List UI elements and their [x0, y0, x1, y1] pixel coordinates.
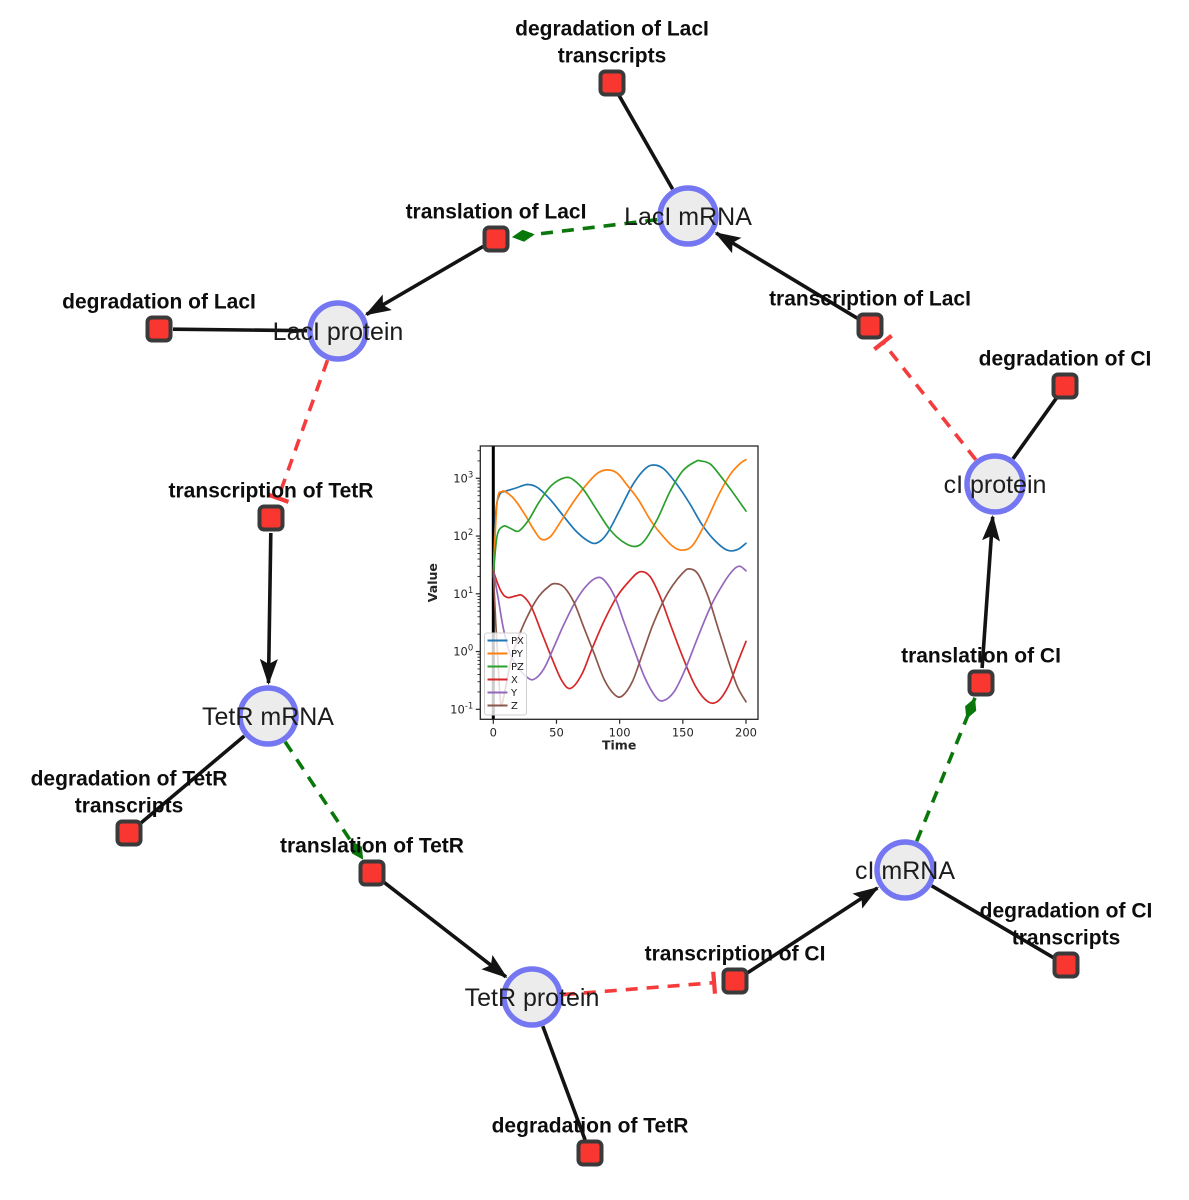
reaction-label-tc-ci: transcription of CI — [645, 943, 826, 966]
species-node-tetr-prot[interactable] — [501, 966, 563, 1028]
reaction-node-deg-laci[interactable] — [145, 315, 173, 343]
reaction-label-deg-laci: degradation of LacI — [62, 291, 256, 314]
edge-modifier-ci-mrna-to-tl-ci[interactable] — [915, 697, 977, 842]
species-node-ci-mrna[interactable] — [874, 839, 936, 901]
edge-inhibition-ci-prot-to-tc-laci[interactable] — [873, 334, 978, 461]
reaction-label-deg-ci: degradation of CI — [979, 348, 1152, 371]
edge-production-tc-ci-to-ci-mrna[interactable] — [746, 886, 880, 975]
edge-production-tl-tetr-to-tetr-prot[interactable] — [382, 880, 508, 979]
reaction-label-deg-tetr-tx-line2: transcripts — [75, 795, 184, 818]
reaction-label-tl-ci: translation of CI — [901, 645, 1061, 668]
edge-consumption-ci-prot-to-deg-ci[interactable] — [1011, 396, 1059, 460]
chart-y-axis-label: Value — [425, 563, 440, 602]
species-label-tetr-mrna: TetR mRNA — [202, 703, 334, 731]
edge-consumption-laci-mrna-to-deg-laci-tx[interactable] — [617, 94, 675, 190]
edge-production-tc-laci-to-laci-mrna[interactable] — [714, 231, 859, 320]
species-label-laci-mrna: LacI mRNA — [624, 203, 752, 231]
chart-x-tick-label: 200 — [735, 725, 757, 739]
species-label-ci-prot: cI protein — [944, 471, 1047, 499]
chart-legend-item-Y: Y — [510, 688, 518, 699]
species-label-laci-prot: LacI protein — [273, 318, 404, 346]
reaction-node-deg-tetr[interactable] — [576, 1139, 604, 1167]
chart-series-PX — [492, 464, 747, 578]
edge-consumption-laci-prot-to-deg-laci[interactable] — [172, 327, 308, 333]
edge-production-tc-tetr-to-tetr-mrna[interactable] — [259, 532, 278, 685]
reaction-label-deg-ci-tx-line1: degradation of CI — [980, 900, 1153, 923]
reaction-label-tl-tetr: translation of TetR — [280, 835, 464, 858]
chart-legend-item-Z: Z — [511, 701, 518, 712]
inset-chart: 0 50 100 150 20010-1100101102103TimeValuePXP… — [425, 445, 759, 752]
reaction-node-tl-laci[interactable] — [482, 225, 510, 253]
reaction-label-deg-ci-tx-line2: transcripts — [1012, 927, 1121, 950]
chart-x-tick-label: 150 — [672, 725, 694, 739]
reaction-node-tl-ci[interactable] — [967, 669, 995, 697]
chart-legend-item-PY: PY — [511, 649, 524, 660]
reaction-label-deg-tetr: degradation of TetR — [492, 1115, 689, 1138]
reaction-node-deg-ci-tx[interactable] — [1052, 951, 1080, 979]
reaction-label-tc-laci: transcription of LacI — [769, 288, 971, 311]
edge-inhibition-tetr-prot-to-tc-ci[interactable] — [562, 971, 718, 997]
reaction-label-tl-laci: translation of LacI — [406, 201, 587, 224]
reaction-node-deg-ci[interactable] — [1051, 372, 1079, 400]
edge-production-tl-ci-to-ci-prot[interactable] — [980, 514, 1000, 669]
nodes-layer — [115, 69, 1080, 1167]
chart-x-tick-label: 50 — [549, 725, 564, 739]
chart-series-PZ — [492, 459, 747, 578]
species-node-laci-mrna[interactable] — [657, 185, 719, 247]
chart-x-tick-label: 0 — [490, 725, 497, 739]
edge-consumption-ci-mrna-to-deg-ci-tx[interactable] — [930, 884, 1055, 960]
chart-legend-item-PZ: PZ — [511, 662, 524, 673]
species-node-laci-prot[interactable] — [307, 300, 369, 362]
chart-legend: PX PY PZ XYZ — [484, 632, 527, 716]
reaction-label-deg-laci-tx-line1: degradation of LacI — [515, 18, 709, 41]
edge-inhibition-laci-prot-to-tc-tetr[interactable] — [267, 359, 330, 504]
reaction-label-deg-tetr-tx-line1: degradation of TetR — [31, 768, 228, 791]
species-label-ci-mrna: cI mRNA — [855, 857, 955, 885]
reaction-node-deg-laci-tx[interactable] — [598, 69, 626, 97]
reaction-node-tc-ci[interactable] — [721, 967, 749, 995]
chart-series-PY — [492, 458, 747, 578]
edge-consumption-tetr-mrna-to-deg-tetr-tx[interactable] — [138, 734, 246, 826]
species-label-tetr-prot: TetR protein — [465, 984, 600, 1012]
chart-x-axis-label: Time — [602, 737, 636, 752]
chart-x-tick-label: 100 — [609, 725, 631, 739]
edge-consumption-tetr-prot-to-deg-tetr[interactable] — [541, 1025, 587, 1141]
reaction-node-deg-tetr-tx[interactable] — [115, 819, 143, 847]
chart-series-X — [492, 569, 747, 705]
chart-legend-item-PX: PX — [511, 636, 524, 647]
species-node-tetr-mrna[interactable] — [237, 685, 299, 747]
edge-modifier-laci-mrna-to-tl-laci[interactable] — [511, 217, 658, 242]
chart-legend-item-X: X — [511, 675, 518, 686]
reaction-label-tc-tetr: transcription of TetR — [169, 480, 374, 503]
reaction-node-tc-laci[interactable] — [856, 312, 884, 340]
edge-modifier-tetr-mrna-to-tl-tetr[interactable] — [283, 740, 365, 861]
reaction-label-deg-laci-tx-line2: transcripts — [558, 45, 667, 68]
edges-layer — [138, 94, 1059, 1141]
labels-layer: LacI mRNA LacI protein TetR mRNA TetR prote… — [31, 18, 1153, 1138]
reaction-node-tc-tetr[interactable] — [257, 504, 285, 532]
edge-production-tl-laci-to-laci-prot[interactable] — [364, 244, 484, 316]
reaction-node-tl-tetr[interactable] — [358, 859, 386, 887]
species-node-ci-prot[interactable] — [964, 453, 1026, 515]
